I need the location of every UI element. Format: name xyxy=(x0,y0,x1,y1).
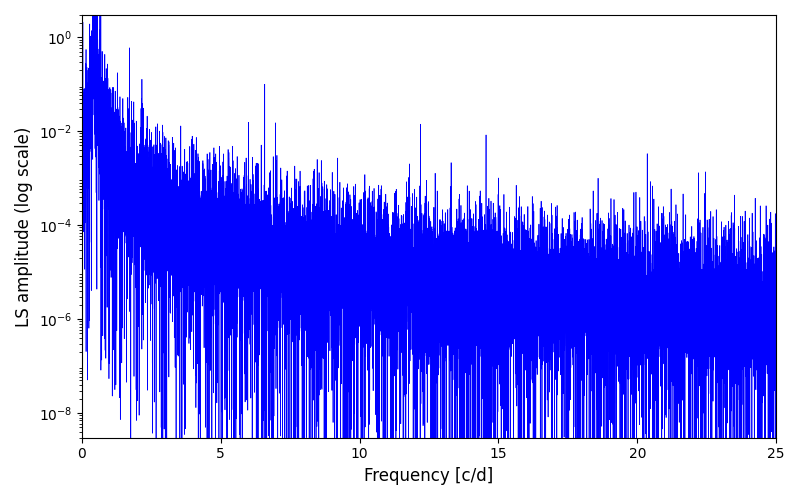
Y-axis label: LS amplitude (log scale): LS amplitude (log scale) xyxy=(15,126,33,326)
X-axis label: Frequency [c/d]: Frequency [c/d] xyxy=(364,467,494,485)
